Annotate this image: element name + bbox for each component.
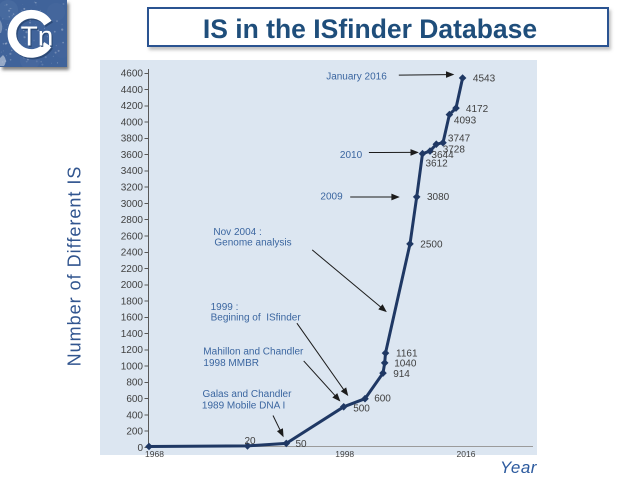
svg-text:4543: 4543 <box>473 74 496 85</box>
svg-text:50: 50 <box>296 439 308 450</box>
svg-text:3800: 3800 <box>121 134 144 145</box>
svg-text:1999 :: 1999 : <box>211 302 239 313</box>
svg-text:500: 500 <box>353 404 370 415</box>
svg-text:1200: 1200 <box>121 345 144 356</box>
svg-text:1968: 1968 <box>145 449 164 459</box>
svg-text:4200: 4200 <box>121 101 144 112</box>
svg-text:2009: 2009 <box>320 192 343 203</box>
svg-text:2600: 2600 <box>121 231 144 242</box>
svg-text:1161: 1161 <box>396 349 418 360</box>
svg-text:800: 800 <box>126 378 143 389</box>
svg-text:4400: 4400 <box>121 85 144 96</box>
svg-text:2000: 2000 <box>121 280 144 291</box>
svg-text:600: 600 <box>126 394 143 405</box>
svg-text:Tn: Tn <box>22 22 55 53</box>
svg-text:2010: 2010 <box>340 150 363 161</box>
svg-text:4600: 4600 <box>121 69 144 80</box>
svg-text:0: 0 <box>137 443 143 454</box>
svg-text:Genome analysis: Genome analysis <box>214 237 291 248</box>
svg-text:3000: 3000 <box>121 199 144 210</box>
svg-text:1000: 1000 <box>121 361 144 372</box>
svg-text:January 2016: January 2016 <box>326 72 387 83</box>
svg-text:3600: 3600 <box>121 150 144 161</box>
svg-text:3200: 3200 <box>121 183 144 194</box>
svg-text:Tn: Tn <box>21 21 54 52</box>
svg-text:Mahillon and Chandler: Mahillon and Chandler <box>203 347 304 358</box>
svg-text:20: 20 <box>244 436 256 447</box>
svg-text:3644: 3644 <box>431 150 454 161</box>
svg-text:3400: 3400 <box>121 166 144 177</box>
svg-text:2400: 2400 <box>121 248 144 259</box>
svg-text:1998 MMBR: 1998 MMBR <box>203 358 259 369</box>
svg-text:400: 400 <box>126 410 143 421</box>
svg-text:1989 Mobile DNA I: 1989 Mobile DNA I <box>202 400 285 411</box>
svg-text:200: 200 <box>126 427 143 438</box>
svg-text:2500: 2500 <box>420 239 443 250</box>
svg-text:4172: 4172 <box>466 104 489 115</box>
svg-text:1800: 1800 <box>121 296 144 307</box>
svg-text:3747: 3747 <box>448 134 471 145</box>
svg-text:2800: 2800 <box>121 215 144 226</box>
svg-text:914: 914 <box>393 369 410 380</box>
svg-text:4093: 4093 <box>454 115 477 126</box>
svg-text:2016: 2016 <box>457 449 476 459</box>
svg-text:4000: 4000 <box>121 117 144 128</box>
svg-text:Nov 2004 :: Nov 2004 : <box>213 227 261 238</box>
svg-text:Begining of ISfinder: Begining of ISfinder <box>211 312 302 323</box>
svg-text:Galas and Chandler: Galas and Chandler <box>203 389 293 400</box>
svg-text:2200: 2200 <box>121 264 144 275</box>
svg-text:3080: 3080 <box>427 192 450 203</box>
svg-text:1600: 1600 <box>121 313 144 324</box>
svg-text:600: 600 <box>374 393 391 404</box>
svg-text:1400: 1400 <box>121 329 144 340</box>
svg-text:1040: 1040 <box>394 359 417 370</box>
svg-text:3728: 3728 <box>443 144 466 155</box>
svg-text:3612: 3612 <box>426 158 449 169</box>
svg-text:1998: 1998 <box>335 449 354 459</box>
